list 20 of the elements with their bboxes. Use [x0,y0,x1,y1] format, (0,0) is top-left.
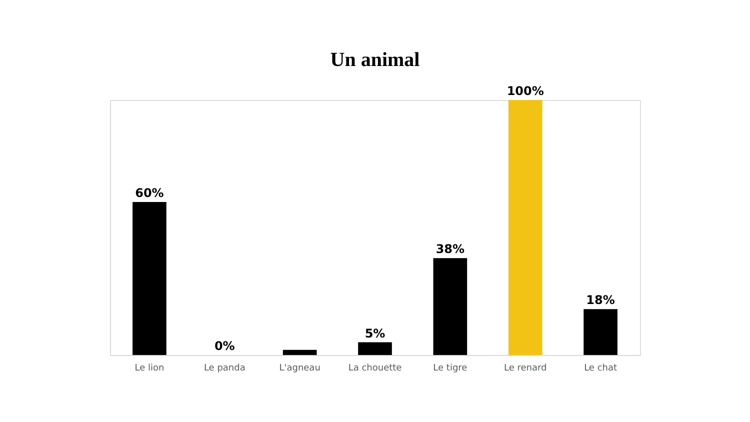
bar [584,309,618,355]
x-tick-label: L'agneau [279,364,320,374]
x-tick-label: Le tigre [433,364,468,374]
bar [433,258,468,355]
x-tick-label: Le chat [584,364,618,374]
bar [132,202,166,355]
data-label: 18% [586,293,615,308]
bar [358,342,392,355]
x-tick-label: Le panda [204,364,246,374]
data-label: 5% [364,326,386,340]
chart-title: Un animal [330,49,420,71]
data-label: 60% [135,186,164,200]
x-tick-label: La chouette [348,364,402,374]
bar [508,100,542,355]
data-label: 0% [214,339,235,353]
data-label: 100% [506,84,544,98]
bar [282,350,317,355]
x-tick-label: Le lion [134,364,164,374]
data-label: 38% [436,242,465,256]
x-tick-label: Le renard [504,364,547,374]
